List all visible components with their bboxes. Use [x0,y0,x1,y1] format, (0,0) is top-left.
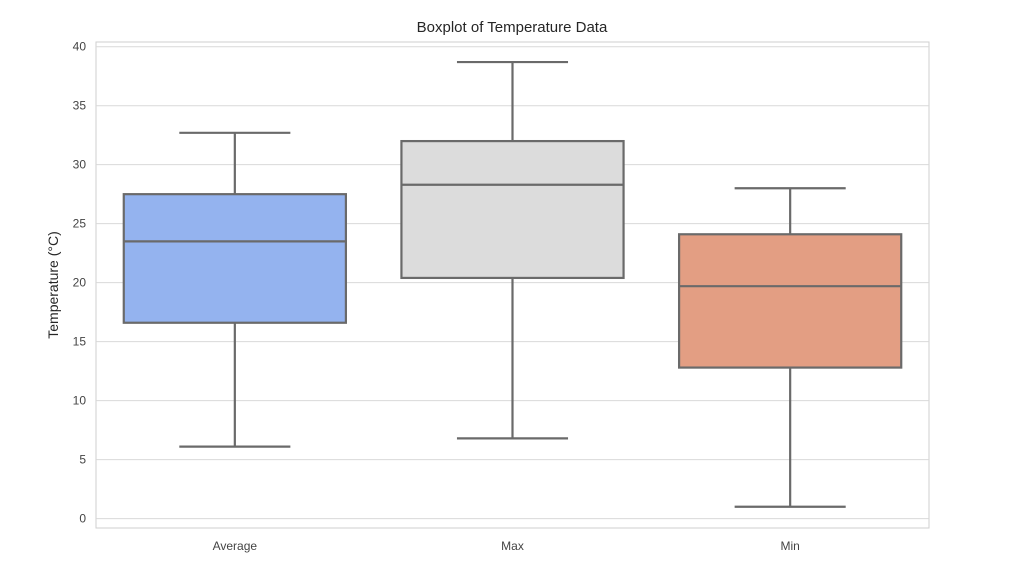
iqr-box [122,193,348,324]
iqr-box [677,233,903,369]
x-tick-label: Min [780,539,799,553]
y-axis-label: Temperature (°C) [45,231,61,339]
y-tick-label: 30 [73,158,87,172]
y-tick-label: 40 [73,40,87,54]
x-tick-labels: Average Max Min [213,539,800,553]
y-tick-label: 35 [73,99,87,113]
y-tick-label: 10 [73,394,87,408]
box-min [677,187,903,508]
y-tick-labels: 0 5 10 15 20 25 30 35 40 [73,40,87,526]
box-max [400,60,625,440]
y-tick-label: 5 [79,453,86,467]
box-average [122,131,348,448]
boxes [122,60,903,508]
chart-title: Boxplot of Temperature Data [417,19,608,36]
y-tick-label: 20 [73,276,87,290]
y-tick-label: 0 [79,512,86,526]
iqr-box [400,139,625,280]
y-tick-label: 25 [73,217,87,231]
y-tick-label: 15 [73,335,87,349]
x-tick-label: Max [501,539,524,553]
x-tick-label: Average [213,539,258,553]
